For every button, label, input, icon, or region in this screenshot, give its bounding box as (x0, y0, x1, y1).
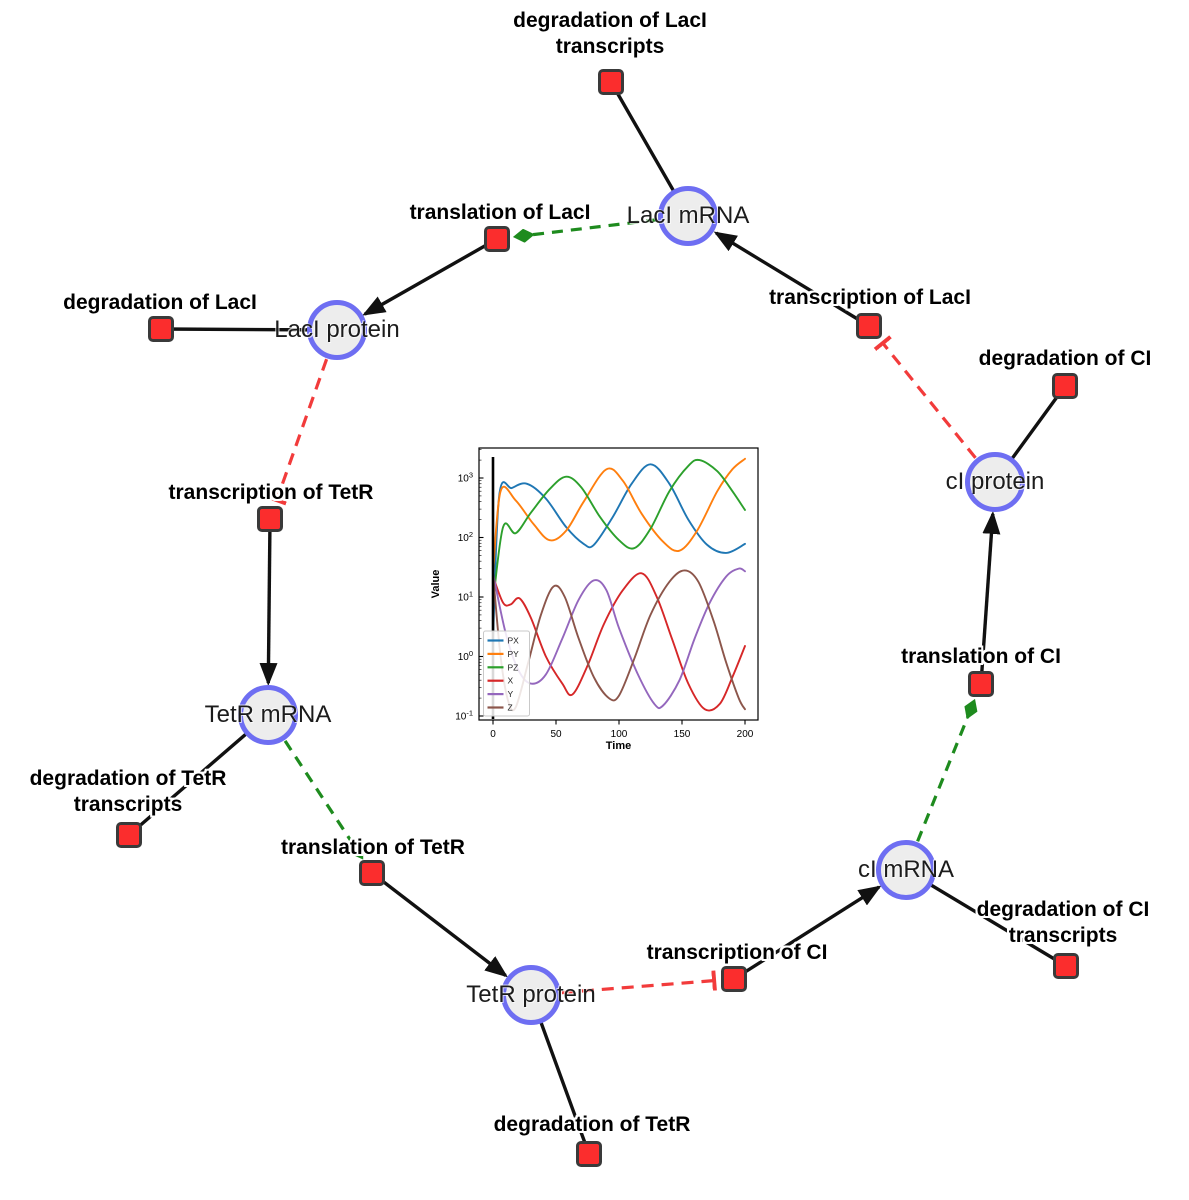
svg-text:PZ: PZ (508, 662, 519, 672)
svg-text:100: 100 (458, 649, 473, 663)
svg-text:100: 100 (611, 729, 628, 740)
reaction-node-transcription-of-ci[interactable] (721, 966, 747, 992)
reaction-node-degradation-of-ci-transcripts[interactable] (1053, 953, 1079, 979)
reaction-node-degradation-of-laci[interactable] (148, 316, 174, 342)
edge-laci-protein-inhibits-transcription-of-tetr (266, 358, 329, 506)
edge-transcription-of-ci-to-ci-mrna (733, 885, 882, 981)
chart-ylabel: Value (430, 569, 442, 599)
reaction-node-translation-of-tetr[interactable] (359, 860, 385, 886)
inset-timecourse-chart: 10-1 100 101 102 103 0 50 100 150 200 PX PY PZ X Y Z Ti… (425, 438, 777, 768)
edge-transcription-of-laci-to-laci-mrna (713, 231, 870, 328)
chart-plot-area: 10-1 100 101 102 103 0 50 100 150 200 PX PY PZ XYZ (455, 447, 759, 740)
svg-text:50: 50 (550, 729, 562, 740)
reaction-node-degradation-of-tetr-transcripts[interactable] (116, 822, 142, 848)
chart-xlabel: Time (605, 740, 632, 752)
svg-text:Z: Z (508, 703, 513, 713)
edge-tetr-mrna-modifies-translation-of-tetr (283, 740, 364, 860)
svg-text:10-1: 10-1 (455, 709, 473, 723)
edge-translation-of-ci-to-ci-protein (979, 510, 1001, 685)
svg-text:150: 150 (674, 729, 691, 740)
svg-text:101: 101 (458, 590, 473, 604)
species-node-tetr-protein[interactable] (501, 965, 561, 1025)
svg-text:PX: PX (508, 636, 520, 646)
edge-tetr-protein-inhibits-transcription-of-ci (561, 970, 717, 995)
edge-transcription-of-tetr-to-tetr-mrna (259, 518, 278, 686)
species-node-tetr-mrna[interactable] (238, 685, 298, 745)
reaction-node-degradation-of-laci-transcripts[interactable] (598, 69, 624, 95)
edge-ci-protein-inhibits-transcription-of-laci (873, 335, 977, 459)
reaction-node-degradation-of-tetr[interactable] (576, 1141, 602, 1167)
edge-laci-mrna-modifies-translation-of-laci (512, 218, 658, 243)
svg-text:0: 0 (490, 729, 496, 740)
edge-ci-mrna-modifies-translation-of-ci (916, 698, 978, 842)
species-node-laci-protein[interactable] (307, 300, 367, 360)
reaction-node-transcription-of-laci[interactable] (856, 313, 882, 339)
edge-translation-of-laci-to-laci-protein (362, 237, 498, 316)
species-node-laci-mrna[interactable] (658, 186, 718, 246)
edge-ci-mrna-to-degradation-of-ci-transcripts (904, 868, 1068, 968)
svg-text:200: 200 (737, 729, 754, 740)
svg-text:X: X (508, 676, 514, 686)
svg-text:102: 102 (458, 530, 473, 544)
reaction-node-transcription-of-tetr[interactable] (257, 506, 283, 532)
svg-text:103: 103 (458, 471, 473, 485)
reaction-node-translation-of-laci[interactable] (484, 226, 510, 252)
svg-text:PY: PY (508, 649, 520, 659)
edge-translation-of-tetr-to-tetr-protein (370, 871, 508, 978)
svg-text:Y: Y (508, 689, 514, 699)
reaction-node-translation-of-ci[interactable] (968, 671, 994, 697)
reaction-node-degradation-of-ci[interactable] (1052, 373, 1078, 399)
species-node-ci-mrna[interactable] (876, 840, 936, 900)
species-node-ci-protein[interactable] (965, 452, 1025, 512)
